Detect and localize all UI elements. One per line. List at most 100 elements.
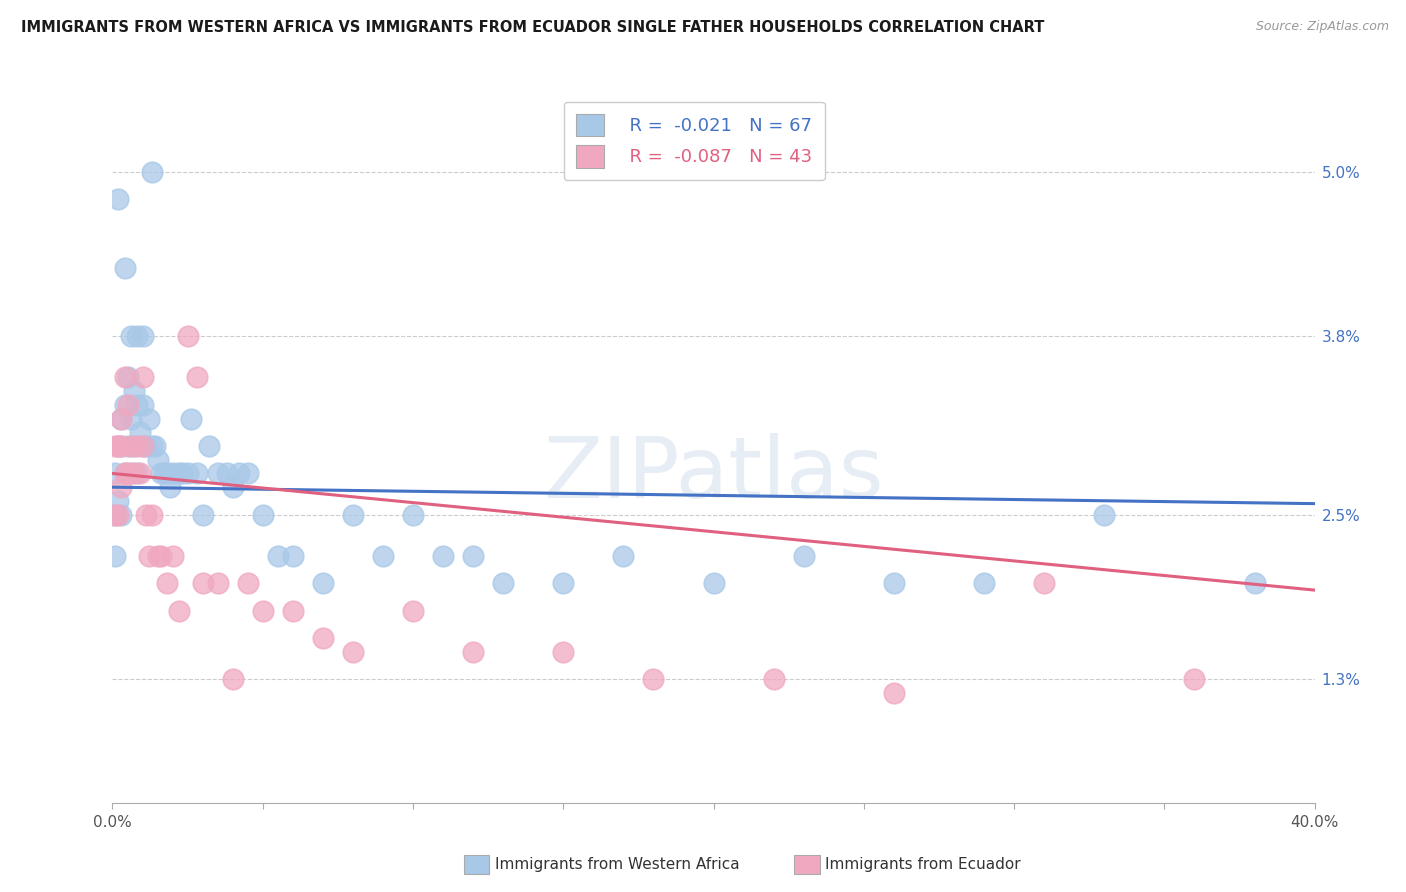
Point: [461, 645, 484, 659]
Point: [281, 604, 304, 618]
Point: [120, 411, 142, 425]
Point: [267, 549, 290, 563]
Point: [643, 673, 665, 687]
Point: [762, 673, 785, 687]
Point: [236, 467, 259, 481]
Point: [114, 467, 136, 481]
Point: [114, 398, 136, 412]
Point: [131, 439, 153, 453]
Point: [141, 439, 163, 453]
Point: [342, 508, 364, 522]
Point: [125, 439, 148, 453]
Point: [312, 631, 335, 645]
Point: [207, 467, 229, 481]
Point: [114, 260, 136, 275]
Text: Immigrants from Western Africa: Immigrants from Western Africa: [495, 857, 740, 871]
Point: [162, 467, 184, 481]
Point: [159, 480, 181, 494]
Point: [146, 549, 169, 563]
Point: [312, 576, 335, 591]
Point: [107, 508, 129, 522]
Point: [110, 480, 132, 494]
Point: [120, 329, 142, 343]
Point: [215, 467, 238, 481]
Point: [125, 467, 148, 481]
Point: [1184, 673, 1206, 687]
Point: [432, 549, 454, 563]
Point: [236, 576, 259, 591]
Point: [149, 467, 172, 481]
Legend:   R =  -0.021   N = 67,   R =  -0.087   N = 43: R = -0.021 N = 67, R = -0.087 N = 43: [564, 102, 825, 180]
Point: [167, 467, 190, 481]
Point: [131, 370, 153, 384]
Point: [125, 398, 148, 412]
Point: [1243, 576, 1265, 591]
Point: [122, 439, 145, 453]
Point: [222, 480, 245, 494]
Point: [131, 398, 153, 412]
Text: IMMIGRANTS FROM WESTERN AFRICA VS IMMIGRANTS FROM ECUADOR SINGLE FATHER HOUSEHOL: IMMIGRANTS FROM WESTERN AFRICA VS IMMIGR…: [21, 20, 1045, 35]
Point: [128, 425, 150, 440]
Point: [128, 467, 150, 481]
Point: [402, 604, 425, 618]
Point: [110, 411, 132, 425]
Point: [149, 549, 172, 563]
Point: [104, 549, 127, 563]
Point: [461, 549, 484, 563]
Point: [228, 467, 250, 481]
Point: [131, 329, 153, 343]
Point: [138, 411, 160, 425]
Point: [170, 467, 193, 481]
Point: [107, 439, 129, 453]
Point: [110, 508, 132, 522]
Point: [702, 576, 725, 591]
Point: [155, 467, 177, 481]
Point: [191, 508, 214, 522]
Point: [402, 508, 425, 522]
Point: [114, 467, 136, 481]
Point: [120, 467, 142, 481]
Point: [191, 576, 214, 591]
Point: [110, 439, 132, 453]
Point: [104, 508, 127, 522]
Text: Source: ZipAtlas.com: Source: ZipAtlas.com: [1256, 20, 1389, 33]
Point: [117, 467, 139, 481]
Point: [883, 576, 905, 591]
Point: [167, 604, 190, 618]
Point: [104, 508, 127, 522]
Point: [973, 576, 995, 591]
Point: [162, 549, 184, 563]
Point: [492, 576, 515, 591]
Point: [122, 384, 145, 398]
Point: [1092, 508, 1115, 522]
Point: [180, 411, 202, 425]
Point: [152, 467, 174, 481]
Text: Immigrants from Ecuador: Immigrants from Ecuador: [825, 857, 1021, 871]
Point: [155, 576, 177, 591]
Point: [207, 576, 229, 591]
Point: [131, 439, 153, 453]
Point: [143, 439, 166, 453]
Point: [110, 411, 132, 425]
Point: [186, 370, 208, 384]
Point: [117, 370, 139, 384]
Point: [176, 329, 198, 343]
Point: [793, 549, 815, 563]
Point: [107, 439, 129, 453]
Point: [281, 549, 304, 563]
Point: [125, 329, 148, 343]
Point: [146, 452, 169, 467]
Text: ZIPatlas: ZIPatlas: [543, 433, 884, 516]
Point: [110, 439, 132, 453]
Point: [141, 164, 163, 178]
Point: [107, 192, 129, 206]
Point: [222, 673, 245, 687]
Point: [122, 467, 145, 481]
Point: [342, 645, 364, 659]
Point: [117, 398, 139, 412]
Point: [117, 439, 139, 453]
Point: [186, 467, 208, 481]
Point: [553, 576, 575, 591]
Point: [120, 439, 142, 453]
Point: [138, 549, 160, 563]
